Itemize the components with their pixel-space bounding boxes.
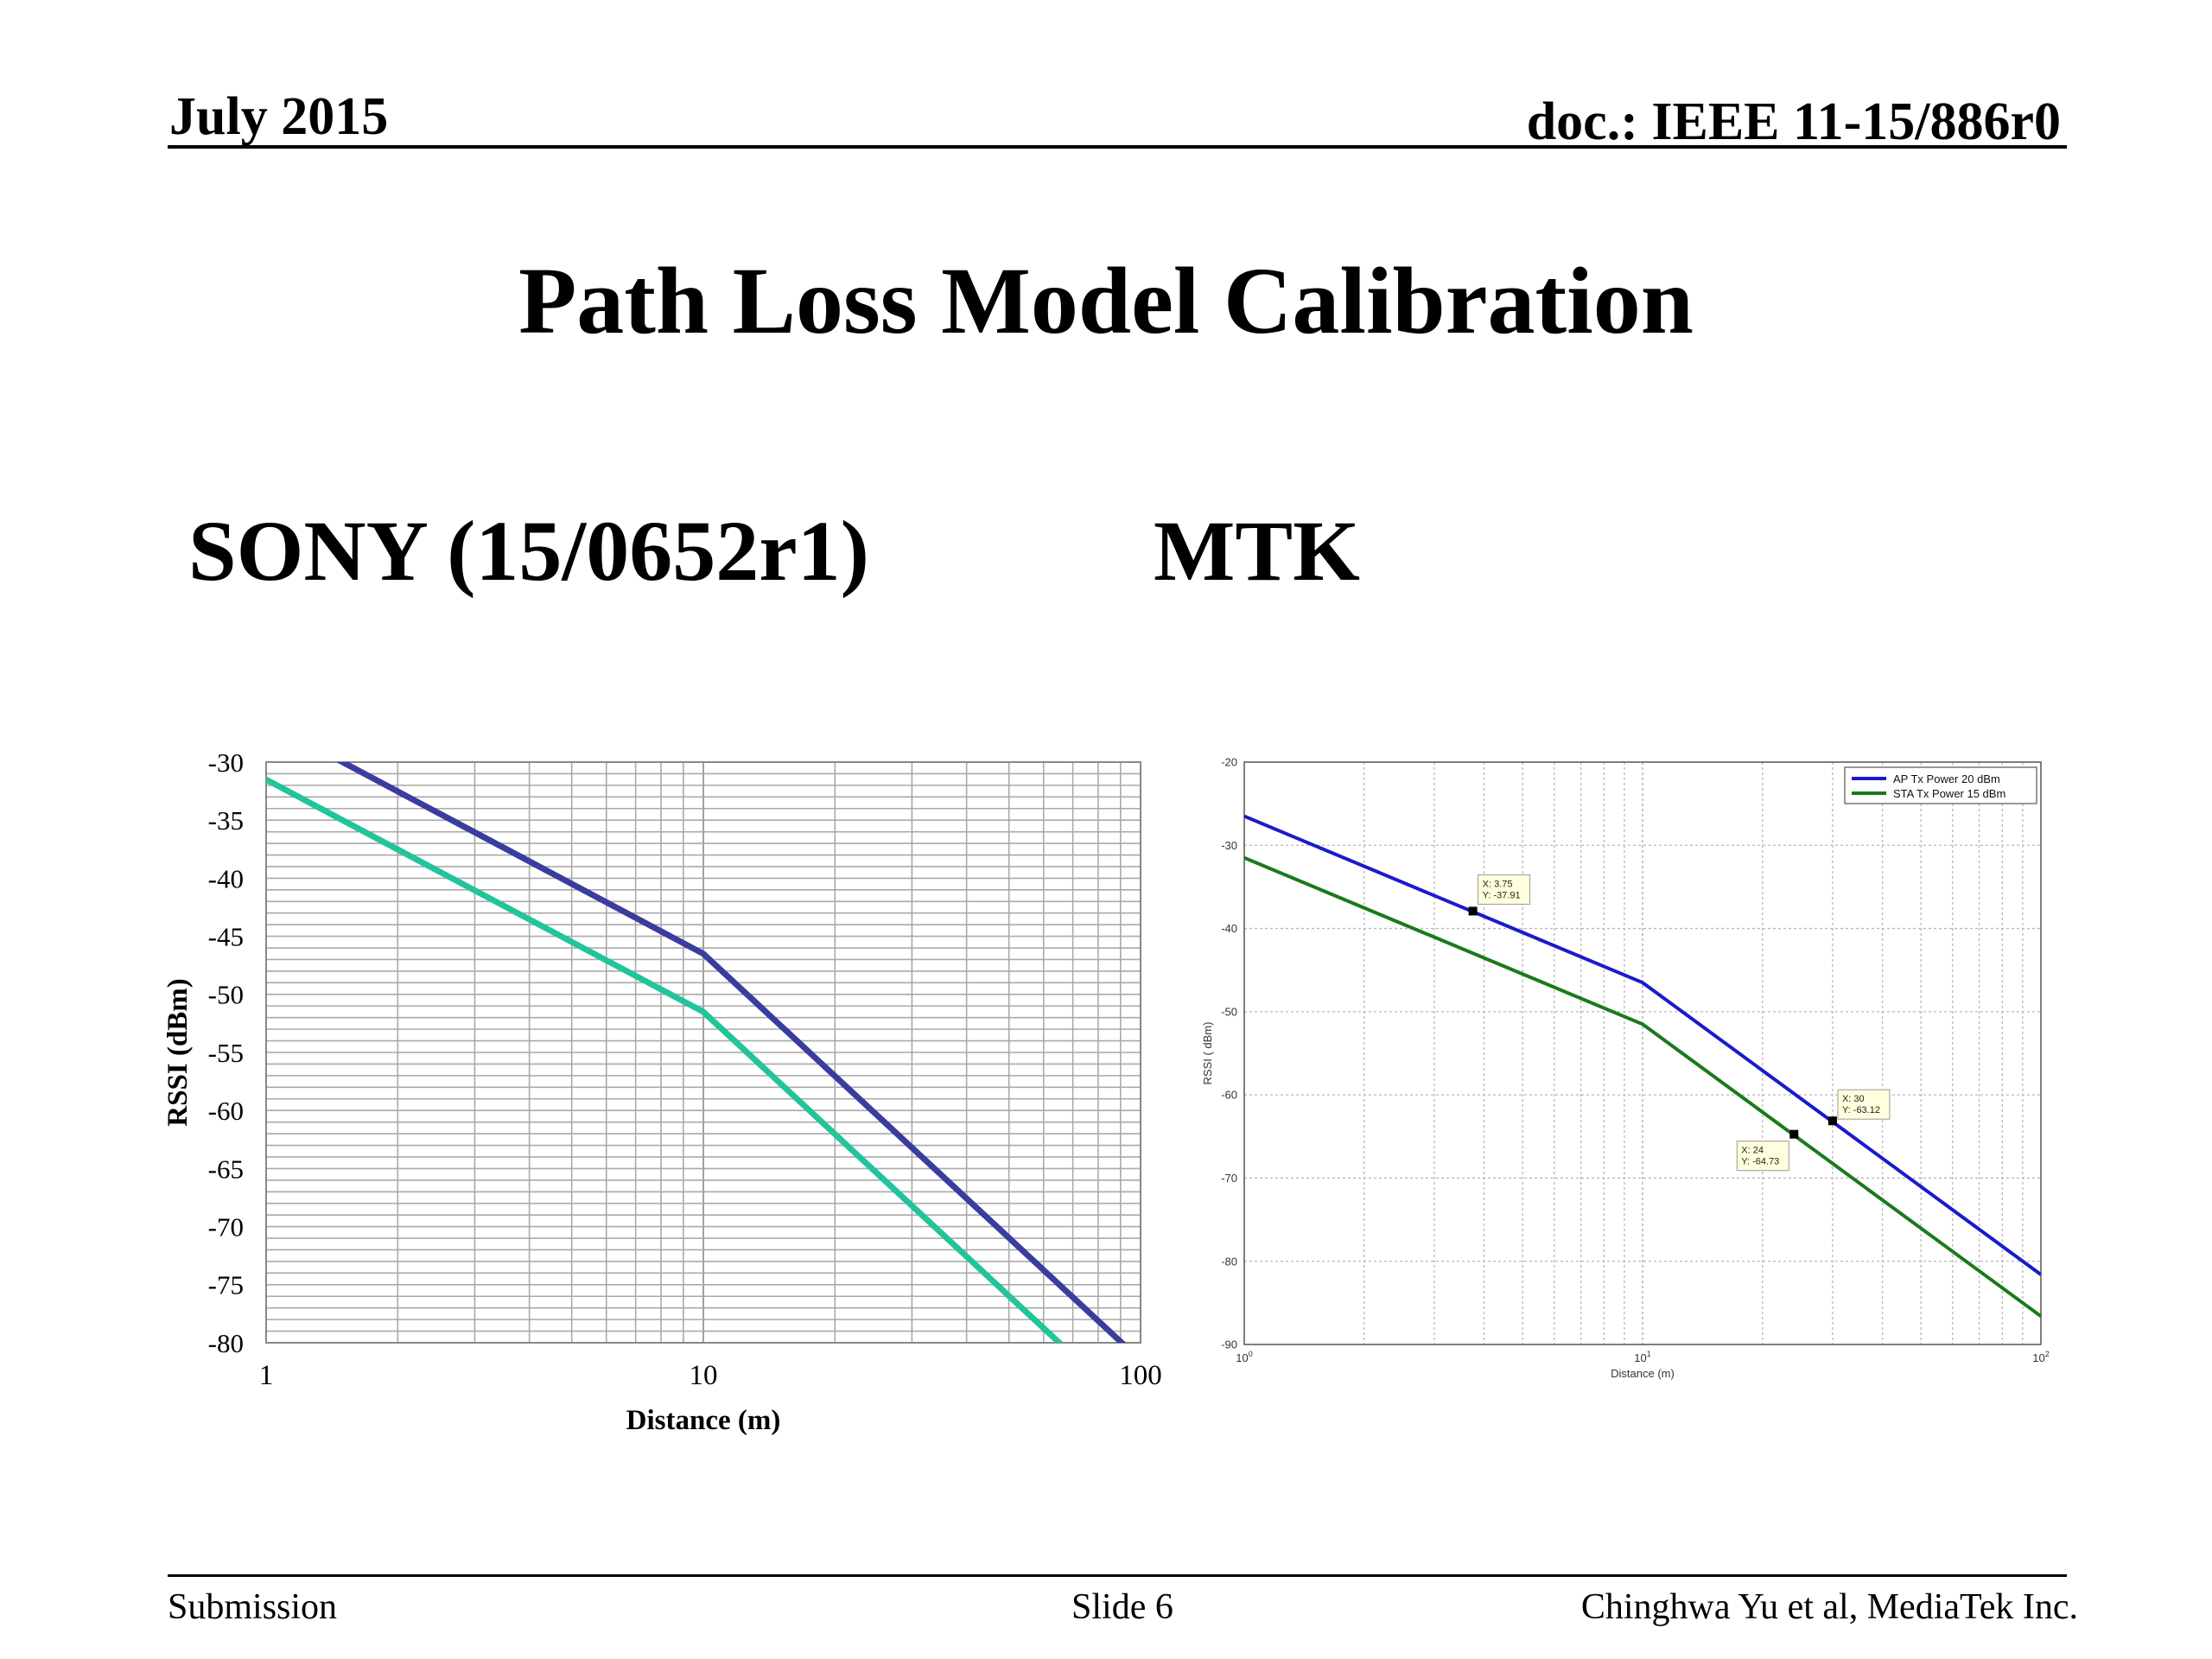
x-tick-base: 10	[1236, 1351, 1248, 1364]
footer-divider	[168, 1574, 2067, 1577]
y-tick-label: -20	[1221, 756, 1237, 769]
datatip-text: X: 24	[1741, 1146, 1764, 1156]
y-tick-label: -30	[1221, 839, 1237, 852]
x-tick-exponent: 2	[2045, 1350, 2050, 1358]
header-date: July 2015	[169, 87, 389, 146]
series-line-2	[266, 777, 1065, 1343]
legend-box	[1844, 766, 2037, 804]
series-line-2	[1244, 855, 2041, 1318]
datatip-marker	[1468, 906, 1478, 916]
y-tick-label: -30	[208, 747, 244, 778]
y-tick-label: -75	[208, 1270, 244, 1300]
footer-authors: Chinghwa Yu et al, MediaTek Inc.	[1580, 1587, 2078, 1627]
y-tick-label: -55	[208, 1038, 244, 1068]
datatip-text: X: 3.75	[1483, 879, 1513, 889]
y-tick-label: -50	[1221, 1005, 1237, 1018]
x-tick-label: 100	[1236, 1350, 1253, 1364]
y-tick-label: -65	[208, 1154, 244, 1184]
x-tick-exponent: 0	[1249, 1350, 1253, 1358]
y-tick-label: -80	[208, 1328, 244, 1358]
footer-slide-number: Slide 6	[1071, 1587, 1173, 1627]
y-tick-label: -50	[208, 980, 244, 1010]
y-tick-label: -60	[208, 1096, 244, 1126]
plot-frame	[265, 761, 1141, 1344]
y-tick-label: -60	[1221, 1089, 1237, 1102]
header-divider	[168, 145, 2067, 149]
datatip-text: Y: -64.73	[1741, 1157, 1779, 1167]
y-tick-label: -70	[1221, 1172, 1237, 1185]
datatip-text: Y: -63.12	[1842, 1105, 1880, 1116]
series-line-1	[336, 762, 1127, 1343]
plot-frame	[1243, 761, 2042, 1345]
y-tick-label: -35	[208, 805, 244, 836]
subtitle-mtk: MTK	[1154, 503, 1360, 599]
x-tick-base: 10	[2032, 1351, 2044, 1364]
datatip-box	[1736, 1141, 1789, 1172]
datatip-text: Y: -37.91	[1483, 890, 1521, 900]
x-tick-label: 100	[1119, 1360, 1162, 1391]
x-tick-label: 101	[1634, 1350, 1651, 1364]
x-tick-label: 1	[259, 1360, 274, 1391]
legend-label-1: AP Tx Power 20 dBm	[1893, 772, 2000, 785]
y-tick-label: -70	[208, 1211, 244, 1242]
y-axis-label: RSSI (dBm)	[162, 978, 194, 1126]
header-doc-id: doc.: IEEE 11-15/886r0	[1526, 92, 2061, 151]
datatip-box	[1478, 874, 1531, 905]
datatip-text: X: 30	[1842, 1094, 1865, 1104]
y-axis-label: RSSI ( dBm)	[1201, 1022, 1214, 1085]
y-tick-label: -40	[208, 863, 244, 893]
x-tick-label: 10	[690, 1360, 718, 1391]
x-axis-label: Distance (m)	[1611, 1367, 1675, 1380]
subtitle-sony: SONY (15/0652r1)	[188, 503, 869, 599]
series-line-1	[1244, 814, 2041, 1276]
datatip-marker	[1789, 1129, 1799, 1139]
footer-submission: Submission	[168, 1587, 338, 1627]
datatip-box	[1837, 1089, 1891, 1120]
x-tick-label: 102	[2032, 1350, 2050, 1364]
y-tick-label: -45	[208, 921, 244, 951]
slide-title: Path Loss Model Calibration	[518, 248, 1694, 353]
legend-label-2: STA Tx Power 15 dBm	[1893, 787, 2005, 800]
datatip-marker	[1827, 1116, 1837, 1126]
x-axis-label: Distance (m)	[626, 1405, 781, 1436]
sony-path-loss-chart: -30 -35 -40 -45 -50 -55 -60 -65 -70 -75 -80 1 10 100 D…	[162, 747, 1162, 1436]
y-tick-label: -40	[1221, 922, 1237, 935]
y-tick-label: -90	[1221, 1338, 1237, 1351]
x-tick-base: 10	[1634, 1351, 1646, 1364]
x-tick-exponent: 1	[1647, 1350, 1651, 1358]
y-tick-label: -80	[1221, 1255, 1237, 1268]
